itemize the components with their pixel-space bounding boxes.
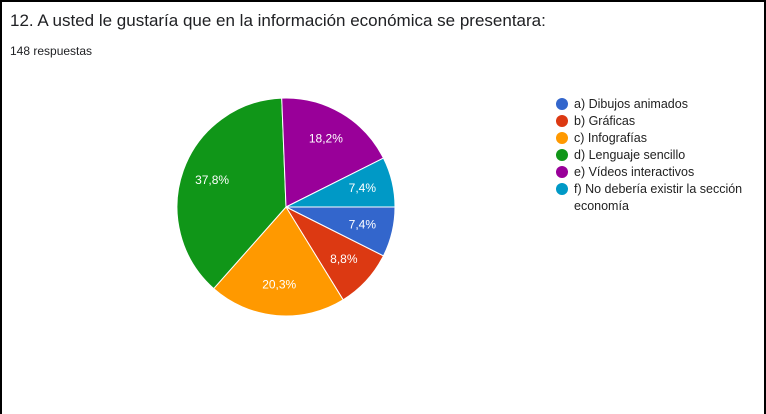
legend-swatch <box>556 166 568 178</box>
pie-slice <box>285 157 396 208</box>
legend-swatch <box>556 149 568 161</box>
legend-label: a) Dibujos animados <box>574 97 688 111</box>
slice-label: 20,3% <box>262 277 296 291</box>
legend-swatch <box>556 98 568 110</box>
pie-slice <box>281 97 385 208</box>
slice-label: 7,4% <box>349 181 377 195</box>
slice-label: 8,8% <box>330 252 358 266</box>
legend-label: c) Infografías <box>574 131 647 145</box>
pie-slice <box>213 206 344 317</box>
legend-swatch <box>556 115 568 127</box>
question-title: 12. A usted le gustaría que en la inform… <box>10 11 546 30</box>
legend-swatch <box>556 183 568 195</box>
pie-slice <box>176 97 287 290</box>
legend-label: e) Vídeos interactivos <box>574 165 695 179</box>
response-count: 148 respuestas <box>10 44 93 58</box>
legend-label: f) No debería existir la sección economí… <box>574 182 743 213</box>
legend-label: d) Lenguaje sencillo <box>574 148 686 162</box>
legend-label: b) Gráficas <box>574 114 636 128</box>
legend-swatch <box>556 132 568 144</box>
slice-label: 18,2% <box>309 132 343 146</box>
slice-label: 37,8% <box>195 173 229 187</box>
slice-label: 7,4% <box>349 217 377 231</box>
